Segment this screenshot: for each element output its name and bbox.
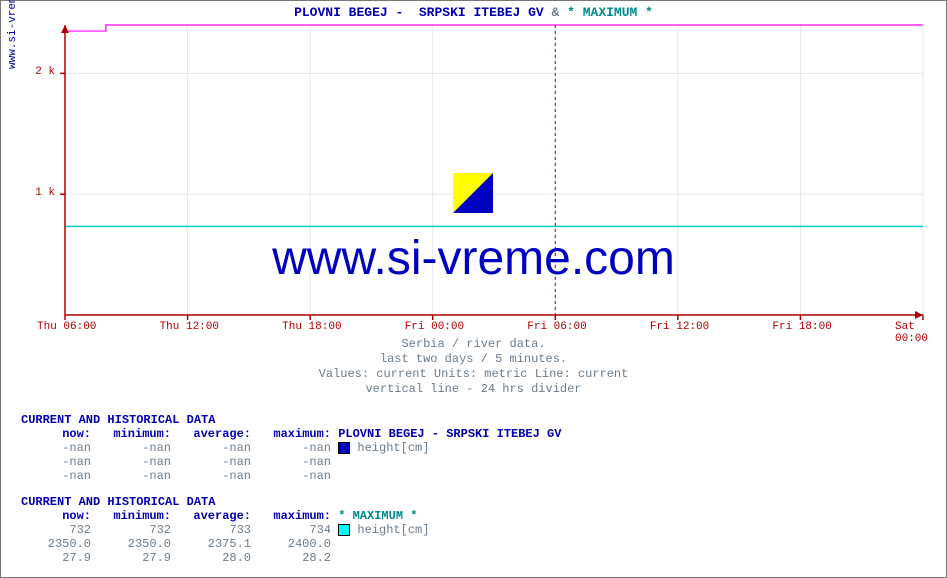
data-cell: 27.9: [21, 551, 91, 565]
data-cell: -nan: [21, 455, 91, 469]
data-row: 2350.02350.02375.12400.0: [21, 537, 429, 551]
data-block-title: CURRENT AND HISTORICAL DATA: [21, 413, 561, 427]
data-block: CURRENT AND HISTORICAL DATAnow:minimum:a…: [21, 495, 429, 565]
y-tick-label: 2 k: [1, 66, 55, 78]
data-cell: -nan: [91, 455, 171, 469]
x-tick-label: Fri 18:00: [772, 321, 831, 333]
data-cell: 2375.1: [171, 537, 251, 551]
data-cell: -nan: [171, 441, 251, 455]
dataset-name: * MAXIMUM *: [338, 509, 417, 523]
x-tick-label: Fri 00:00: [405, 321, 464, 333]
data-cell: -nan: [21, 469, 91, 483]
data-cell: -nan: [171, 455, 251, 469]
data-cell: 733: [171, 523, 251, 537]
data-cell: 734: [251, 523, 331, 537]
data-cell: -nan: [171, 469, 251, 483]
caption-line: Serbia / river data.: [1, 337, 946, 351]
data-cell: -nan: [91, 469, 171, 483]
legend-label: height[cm]: [350, 523, 429, 537]
x-tick-label: Thu 12:00: [160, 321, 219, 333]
data-header-cell: minimum:: [91, 509, 171, 523]
data-cell: -nan: [21, 441, 91, 455]
data-row: -nan-nan-nan-nan: [21, 469, 561, 483]
data-cell: 732: [91, 523, 171, 537]
data-header-cell: now:: [21, 427, 91, 441]
data-cell: 2350.0: [91, 537, 171, 551]
data-cell: 28.0: [171, 551, 251, 565]
data-cell: 28.2: [251, 551, 331, 565]
data-cell: -nan: [251, 455, 331, 469]
caption-line: last two days / 5 minutes.: [1, 352, 946, 366]
data-header-row: now:minimum:average:maximum: * MAXIMUM *: [21, 509, 429, 523]
data-cell: -nan: [91, 441, 171, 455]
page-root: www.si-vreme.com PLOVNI BEGEJ - SRPSKI I…: [0, 0, 947, 578]
data-block-title: CURRENT AND HISTORICAL DATA: [21, 495, 429, 509]
data-cell: 2350.0: [21, 537, 91, 551]
data-header-cell: now:: [21, 509, 91, 523]
chart-plot: [1, 1, 947, 327]
legend-swatch: [338, 442, 350, 454]
data-cell: -nan: [251, 469, 331, 483]
x-tick-label: Thu 18:00: [282, 321, 341, 333]
dataset-name: PLOVNI BEGEJ - SRPSKI ITEBEJ GV: [338, 427, 561, 441]
data-header-cell: minimum:: [91, 427, 171, 441]
data-cell: 2400.0: [251, 537, 331, 551]
data-header-cell: average:: [171, 509, 251, 523]
data-row: 732732733734 height[cm]: [21, 523, 429, 537]
caption-line: vertical line - 24 hrs divider: [1, 382, 946, 396]
data-block: CURRENT AND HISTORICAL DATAnow:minimum:a…: [21, 413, 561, 483]
data-row: -nan-nan-nan-nan height[cm]: [21, 441, 561, 455]
data-header-cell: maximum:: [251, 509, 331, 523]
x-tick-label: Fri 06:00: [527, 321, 586, 333]
data-header-cell: average:: [171, 427, 251, 441]
data-row: 27.927.928.028.2: [21, 551, 429, 565]
data-cell: -nan: [251, 441, 331, 455]
data-header-cell: maximum:: [251, 427, 331, 441]
legend-label: height[cm]: [350, 441, 429, 455]
y-tick-label: 1 k: [1, 187, 55, 199]
data-cell: 732: [21, 523, 91, 537]
data-header-row: now:minimum:average:maximum: PLOVNI BEGE…: [21, 427, 561, 441]
caption-line: Values: current Units: metric Line: curr…: [1, 367, 946, 381]
data-cell: 27.9: [91, 551, 171, 565]
data-row: -nan-nan-nan-nan: [21, 455, 561, 469]
legend-swatch: [338, 524, 350, 536]
x-tick-label: Fri 12:00: [650, 321, 709, 333]
x-tick-label: Thu 06:00: [37, 321, 96, 333]
